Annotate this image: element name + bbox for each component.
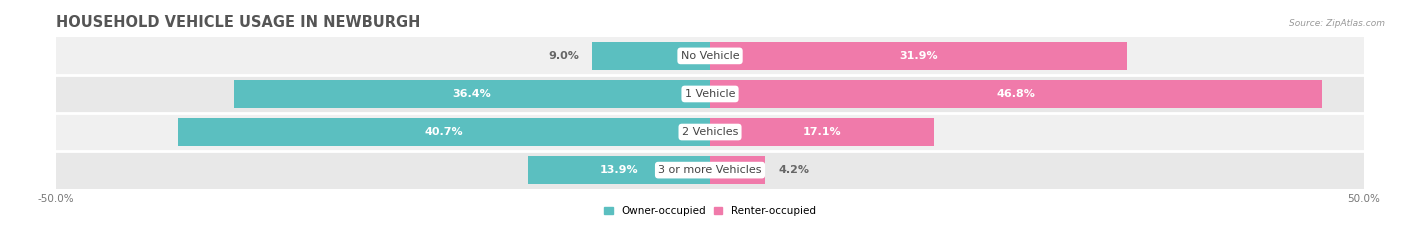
Text: 36.4%: 36.4% [453,89,492,99]
Bar [710,42,1128,70]
Bar [233,80,710,108]
Text: 2 Vehicles: 2 Vehicles [682,127,738,137]
Text: 3 or more Vehicles: 3 or more Vehicles [658,165,762,175]
Text: 9.0%: 9.0% [548,51,579,61]
Text: HOUSEHOLD VEHICLE USAGE IN NEWBURGH: HOUSEHOLD VEHICLE USAGE IN NEWBURGH [56,15,420,30]
Bar [56,75,1364,113]
Text: 13.9%: 13.9% [600,165,638,175]
Bar [177,118,710,146]
Bar [56,113,1364,151]
Bar [710,118,934,146]
Bar [529,156,710,184]
Text: 4.2%: 4.2% [778,165,808,175]
Bar [56,151,1364,189]
Text: 1 Vehicle: 1 Vehicle [685,89,735,99]
Legend: Owner-occupied, Renter-occupied: Owner-occupied, Renter-occupied [600,202,820,220]
Text: 46.8%: 46.8% [997,89,1035,99]
Bar [710,156,765,184]
Bar [710,80,1322,108]
Bar [56,37,1364,75]
Text: No Vehicle: No Vehicle [681,51,740,61]
Bar [592,42,710,70]
Text: 31.9%: 31.9% [900,51,938,61]
Text: Source: ZipAtlas.com: Source: ZipAtlas.com [1289,19,1385,28]
Text: 17.1%: 17.1% [803,127,841,137]
Text: 40.7%: 40.7% [425,127,463,137]
